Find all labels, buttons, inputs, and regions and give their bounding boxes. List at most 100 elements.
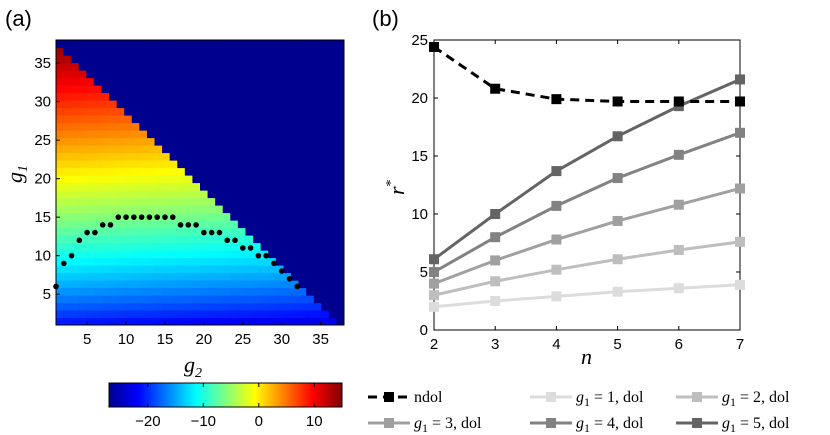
heatmap-cell — [268, 115, 277, 124]
heatmap-cell — [162, 175, 171, 184]
heatmap-cell — [336, 175, 344, 184]
heatmap-cell — [283, 190, 292, 199]
heatmap-cell — [146, 115, 156, 124]
heatmap-cell — [222, 122, 231, 131]
heatmap-cell — [328, 227, 338, 236]
heatmap-cell — [298, 92, 307, 101]
heatmap-cell — [313, 250, 322, 259]
heatmap-cell — [215, 160, 224, 169]
heatmap-cell — [177, 55, 186, 64]
heatmap-cell — [283, 310, 292, 319]
heatmap-cell — [139, 130, 148, 139]
series-line — [433, 78, 741, 261]
colorbar-tick-label: −20 — [135, 413, 160, 430]
heatmap-cell — [268, 47, 277, 56]
heatmap-cell — [116, 145, 125, 154]
heatmap-cell — [268, 77, 277, 86]
heatmap — [56, 40, 344, 325]
heatmap-cell — [162, 257, 171, 266]
heatmap-cell — [237, 227, 247, 236]
heatmap-cell — [230, 205, 239, 214]
heatmap-cell — [78, 287, 87, 296]
heatmap-cell — [101, 115, 110, 124]
heatmap-cell — [184, 40, 194, 49]
optimal-point — [255, 252, 262, 259]
heatmap-cell — [56, 100, 65, 109]
heatmap-cell — [222, 265, 231, 274]
heatmap-cell — [230, 250, 239, 259]
heatmap-cell — [109, 167, 118, 176]
heatmap-cell — [283, 197, 292, 206]
heatmap-cell — [124, 197, 133, 206]
heatmap-cell — [237, 212, 247, 221]
heatmap-cell — [275, 145, 284, 154]
heatmap-cell — [101, 85, 110, 94]
heatmap-cell — [283, 257, 292, 266]
heatmap-cell — [146, 250, 156, 259]
heatmap-cell — [146, 100, 156, 109]
heatmap-cell — [298, 160, 307, 169]
heatmap-cell — [207, 100, 216, 109]
heatmap-cell — [268, 107, 277, 116]
heatmap-cell — [222, 280, 231, 289]
heatmap-cell — [260, 242, 269, 251]
heatmap-cell — [237, 205, 247, 214]
heatmap-cell — [162, 92, 171, 101]
heatmap-cell — [230, 62, 239, 71]
heatmap-cell — [124, 175, 133, 184]
heatmap-cell — [298, 115, 307, 124]
heatmap-cell — [268, 310, 277, 319]
series-line — [433, 240, 741, 297]
heatmap-cell — [253, 55, 262, 64]
heatmap-cell — [86, 175, 95, 184]
heatmap-cell — [245, 287, 254, 296]
heatmap-cell — [63, 100, 72, 109]
heatmap-cell — [230, 287, 239, 296]
heatmap-cell — [313, 130, 322, 139]
heatmap-cell — [260, 145, 269, 154]
heatmap-cell — [109, 280, 118, 289]
heatmap-cell — [116, 242, 125, 251]
heatmap-cell — [200, 167, 209, 176]
legend-marker — [546, 392, 556, 402]
heatmap-cell — [200, 212, 209, 221]
heatmap-cell — [139, 85, 148, 94]
heatmap-cell — [93, 242, 103, 251]
heatmap-cell — [230, 242, 239, 251]
heatmap-cell — [63, 115, 72, 124]
heatmap-cell — [306, 107, 315, 116]
heatmap-cell — [253, 107, 262, 116]
heatmap-cell — [93, 227, 103, 236]
heatmap-cell — [124, 250, 133, 259]
heatmap-cell — [260, 220, 269, 229]
heatmap-cell — [207, 130, 216, 139]
heatmap-frame — [55, 39, 345, 326]
heatmap-cell — [222, 70, 231, 79]
heatmap-cell — [177, 190, 186, 199]
heatmap-cell — [154, 115, 163, 124]
heatmap-cell — [116, 205, 125, 214]
heatmap-cell — [192, 62, 201, 71]
heatmap-cell — [154, 152, 163, 161]
heatmap-cell — [313, 280, 322, 289]
heatmap-cell — [86, 62, 95, 71]
heatmap-x-ticks: 5 10 15 20 25 30 35 — [83, 321, 329, 348]
heatmap-cell — [215, 257, 224, 266]
legend-marker — [384, 392, 394, 402]
heatmap-cell — [131, 175, 140, 184]
heatmap-cell — [169, 242, 178, 251]
heatmap-cell — [169, 182, 178, 191]
x-tick-label: 6 — [675, 336, 683, 353]
heatmap-cell — [184, 310, 194, 319]
heatmap-cell — [116, 190, 125, 199]
heatmap-cell — [56, 302, 65, 311]
heatmap-cell — [306, 272, 315, 281]
heatmap-cell — [169, 55, 178, 64]
series-marker — [551, 291, 562, 302]
heatmap-cell — [321, 85, 330, 94]
heatmap-cell — [336, 257, 344, 266]
heatmap-cell — [283, 122, 292, 131]
heatmap-cell — [109, 272, 118, 281]
heatmap-cell — [321, 287, 330, 296]
heatmap-cell — [169, 220, 178, 229]
